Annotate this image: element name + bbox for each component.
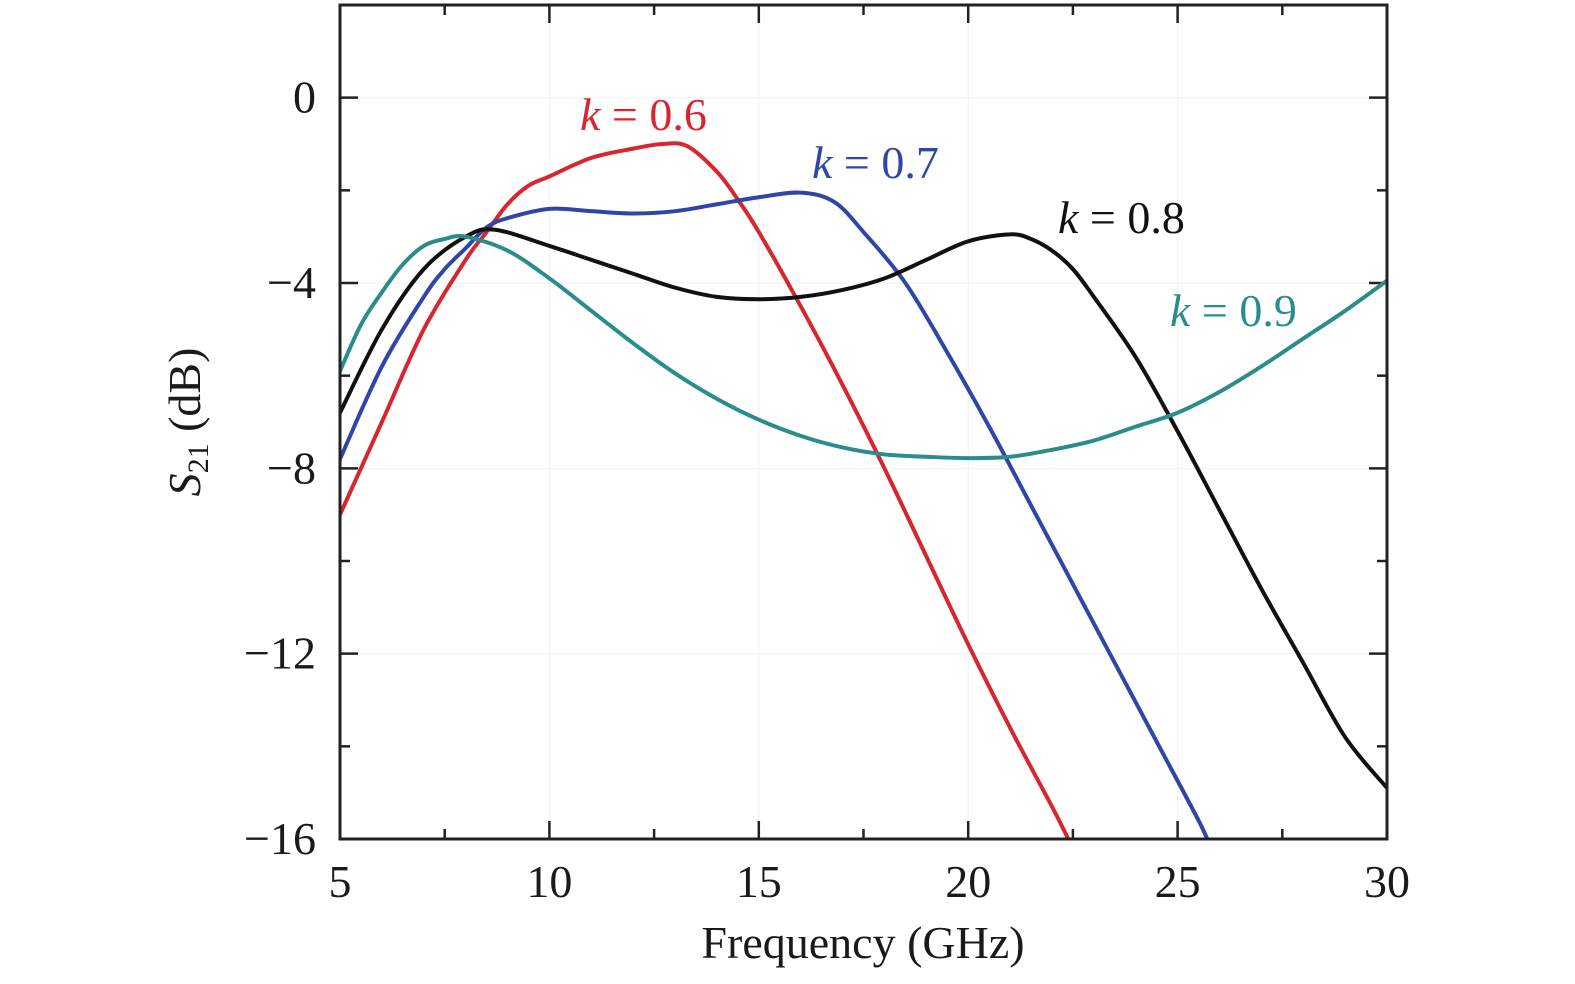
- y-tick-label: −4: [267, 257, 316, 308]
- y-axis-unit: (dB): [159, 348, 210, 432]
- series-line-2: [340, 190, 1210, 839]
- series-line-1: [340, 141, 1071, 839]
- x-tick-label: 30: [1364, 856, 1410, 907]
- x-tick-label: 15: [736, 856, 782, 907]
- y-axis-symbol: S: [159, 473, 210, 496]
- y-tick-labels: 0 −4 −8 −12 −16: [244, 72, 316, 864]
- y-tick-label: −16: [244, 813, 316, 864]
- y-axis-title: S21 (dB): [159, 348, 215, 497]
- y-axis-unit-space: [159, 432, 210, 444]
- series-lines: [340, 141, 1387, 839]
- x-tick-label: 20: [945, 856, 991, 907]
- plot-frame: [338, 3, 1389, 841]
- x-tick-labels: 5 10 15 20 25 30: [329, 856, 1411, 907]
- y-tick-label: −8: [267, 442, 316, 493]
- series-line-3: [340, 227, 1387, 791]
- axis-ticks: [338, 3, 1389, 841]
- series-label-k07: k = 0.7: [812, 137, 939, 188]
- series-label-k08: k = 0.8: [1058, 192, 1185, 243]
- x-tick-label: 5: [329, 856, 352, 907]
- y-tick-label: 0: [293, 72, 316, 123]
- x-tick-label: 25: [1155, 856, 1201, 907]
- series-label-k09: k = 0.9: [1170, 285, 1297, 336]
- x-tick-label: 10: [526, 856, 572, 907]
- x-axis-title: Frequency (GHz): [701, 917, 1024, 968]
- series-line-4: [340, 234, 1387, 461]
- y-axis-subscript: 21: [182, 443, 215, 473]
- series-label-k06: k = 0.6: [580, 89, 707, 140]
- y-tick-label: −12: [244, 628, 316, 679]
